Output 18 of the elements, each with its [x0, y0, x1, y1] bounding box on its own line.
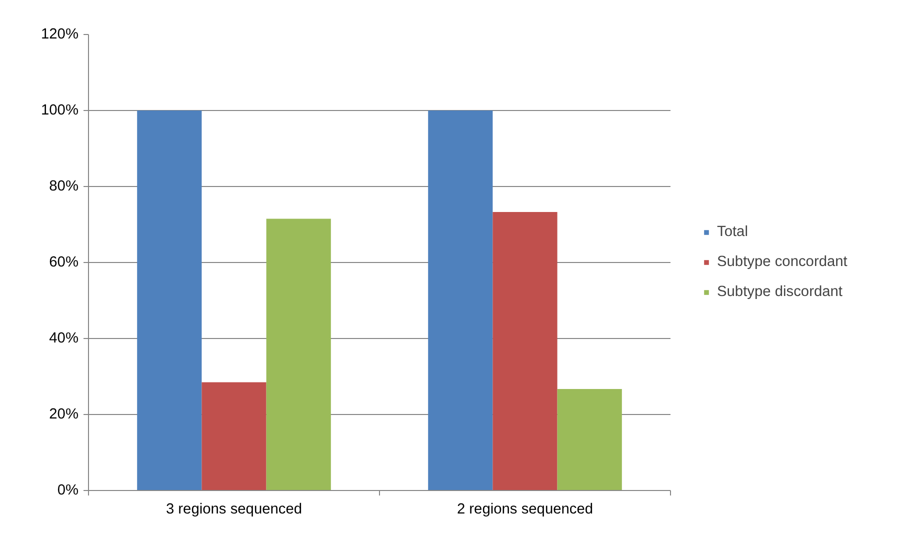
y-tick-label: 20% — [49, 406, 79, 422]
bar — [492, 212, 558, 490]
y-tick-label: 40% — [49, 330, 79, 346]
bar — [428, 110, 493, 490]
x-tick-label: 3 regions sequenced — [166, 502, 302, 518]
legend-label: Subtype concordant — [717, 254, 848, 270]
y-tick-label: 60% — [49, 254, 79, 270]
bar — [266, 218, 331, 490]
legend-label: Subtype discordant — [717, 284, 842, 300]
y-tick-label: 100% — [41, 102, 79, 118]
y-tick-label: 0% — [57, 482, 79, 498]
bar — [137, 110, 202, 490]
x-tick-label: 2 regions sequenced — [456, 502, 594, 518]
y-tick-label: 120% — [41, 26, 79, 42]
y-tick-label: 80% — [49, 178, 79, 194]
bar — [557, 389, 622, 490]
bar — [202, 382, 266, 490]
legend-label: Total — [717, 224, 748, 240]
